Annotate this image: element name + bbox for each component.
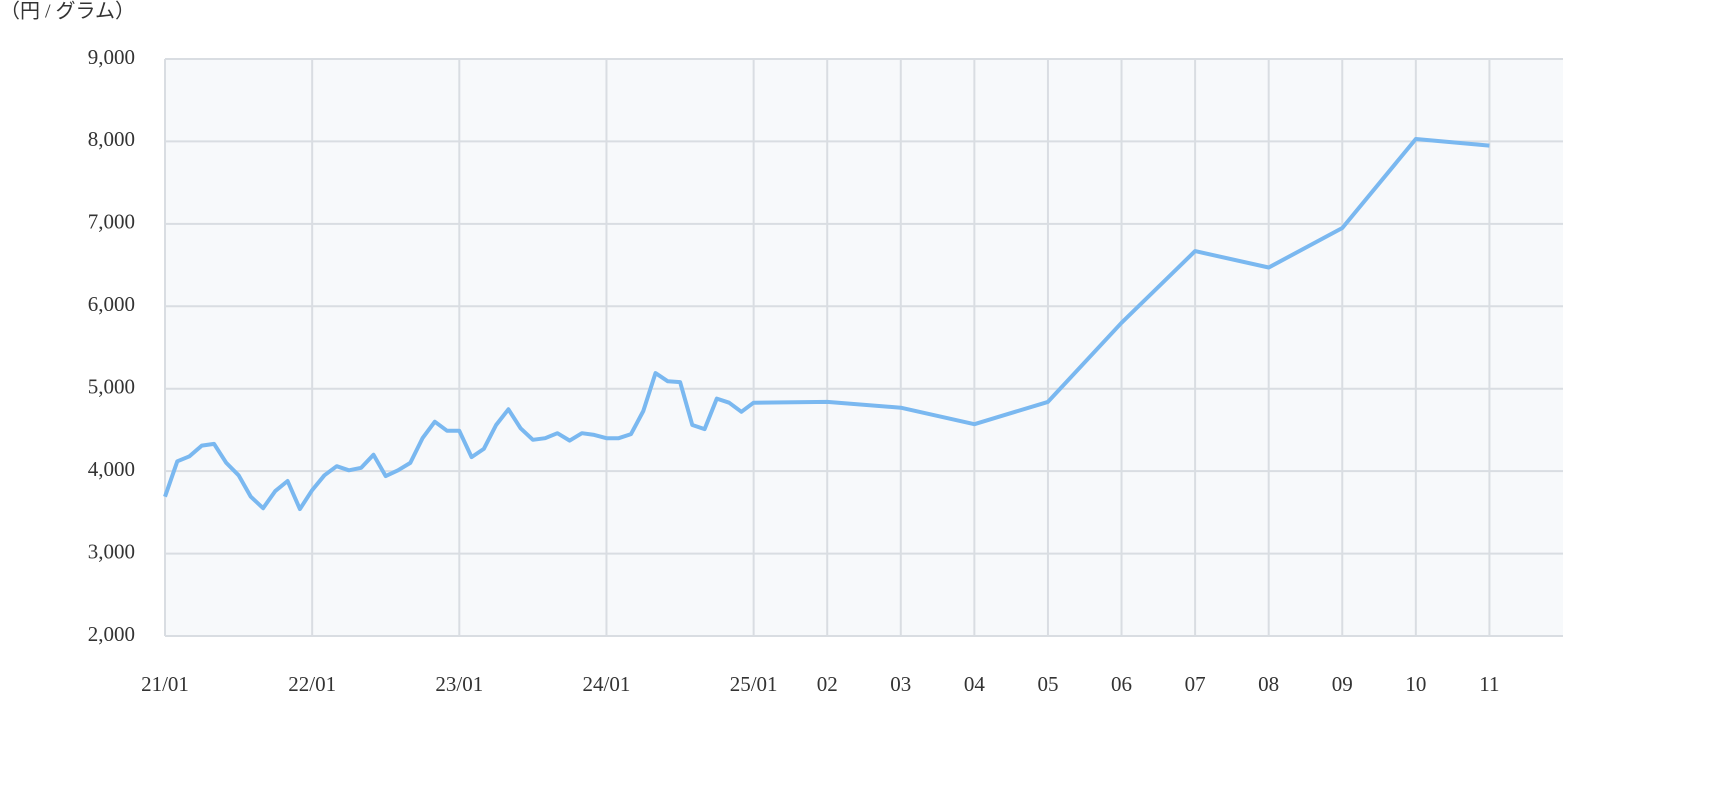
x-tick-label: 25/01 bbox=[730, 672, 778, 696]
y-tick-label: 5,000 bbox=[88, 375, 135, 399]
y-tick-label: 3,000 bbox=[88, 539, 135, 563]
x-tick-label: 03 bbox=[890, 672, 911, 696]
x-tick-label: 08 bbox=[1258, 672, 1279, 696]
x-tick-label: 21/01 bbox=[141, 672, 189, 696]
x-tick-label: 10 bbox=[1405, 672, 1426, 696]
x-tick-label: 11 bbox=[1479, 672, 1499, 696]
y-tick-label: 9,000 bbox=[88, 45, 135, 69]
plot-area bbox=[165, 59, 1563, 636]
y-tick-label: 6,000 bbox=[88, 292, 135, 316]
x-tick-label: 05 bbox=[1037, 672, 1058, 696]
x-tick-label: 02 bbox=[817, 672, 838, 696]
y-tick-label: 2,000 bbox=[88, 622, 135, 646]
y-axis-label: （円 / グラム） bbox=[0, 0, 135, 23]
price-line bbox=[163, 137, 1490, 512]
y-tick-label: 8,000 bbox=[88, 127, 135, 151]
x-tick-label: 06 bbox=[1111, 672, 1132, 696]
x-tick-label: 23/01 bbox=[435, 672, 483, 696]
y-tick-label: 4,000 bbox=[88, 457, 135, 481]
x-tick-label: 24/01 bbox=[583, 672, 631, 696]
x-tick-label: 22/01 bbox=[288, 672, 336, 696]
x-tick-label: 04 bbox=[964, 672, 986, 696]
x-tick-label: 09 bbox=[1332, 672, 1353, 696]
x-tick-label: 07 bbox=[1185, 672, 1206, 696]
y-tick-label: 7,000 bbox=[88, 210, 135, 234]
